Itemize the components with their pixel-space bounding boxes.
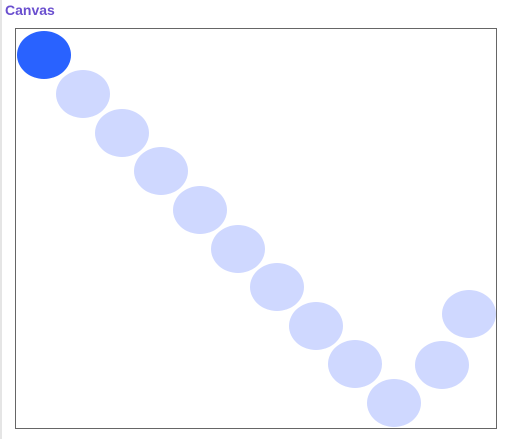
- trail-dot: [95, 109, 149, 157]
- trail-dot: [328, 340, 382, 388]
- trail-dot: [289, 302, 343, 350]
- drawing-canvas[interactable]: [15, 28, 497, 429]
- active-dot[interactable]: [17, 31, 71, 79]
- trail-dot: [250, 263, 304, 311]
- trail-dot: [173, 186, 227, 234]
- page-edge-divider: [0, 0, 2, 439]
- canvas-surface[interactable]: [16, 29, 496, 428]
- trail-dot: [134, 147, 188, 195]
- canvas-title: Canvas: [5, 2, 55, 18]
- trail-dot: [211, 225, 265, 273]
- trail-dot: [415, 341, 469, 389]
- trail-dot: [56, 70, 110, 118]
- trail-dot: [442, 290, 496, 338]
- trail-dot: [367, 379, 421, 427]
